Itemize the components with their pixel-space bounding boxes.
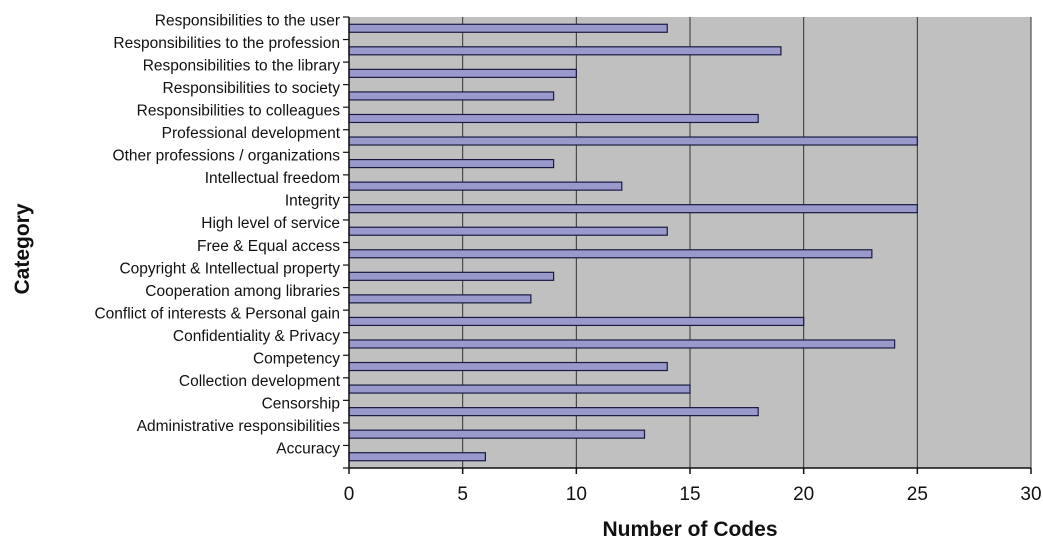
category-label: Competency xyxy=(253,351,340,368)
category-label: Conflict of interests & Personal gain xyxy=(94,305,340,322)
bar xyxy=(348,91,555,101)
category-labels: Responsibilities to the user Responsibili… xyxy=(94,12,340,457)
category-label: Other professions / organizations xyxy=(113,148,341,165)
bar xyxy=(348,249,873,259)
category-label: Administrative responsibilities xyxy=(137,418,341,435)
x-tick-label: 30 xyxy=(1020,484,1041,505)
bar xyxy=(348,384,691,394)
category-label: Responsibilities to the library xyxy=(143,57,341,74)
category-label: Free & Equal access xyxy=(197,238,340,255)
category-label: Responsibilities to colleagues xyxy=(137,102,341,119)
bar xyxy=(348,113,759,124)
x-tick-label: 15 xyxy=(679,484,700,505)
category-label: Responsibilities to the user xyxy=(155,12,340,29)
y-ticks xyxy=(343,16,349,469)
category-label: Cooperation among libraries xyxy=(145,283,340,300)
bar xyxy=(348,158,555,169)
bar xyxy=(348,23,668,33)
category-label: Accuracy xyxy=(276,441,340,458)
x-tick-label: 0 xyxy=(344,484,355,505)
bar xyxy=(348,136,918,146)
bar xyxy=(348,204,918,214)
bar xyxy=(348,226,668,236)
category-label: Collection development xyxy=(179,373,341,390)
x-tick-labels: 0 5 10 15 20 25 30 xyxy=(344,484,1042,505)
x-tick-label: 25 xyxy=(907,484,928,505)
bar xyxy=(348,46,782,56)
x-tick-label: 5 xyxy=(457,484,468,505)
bar xyxy=(348,271,555,281)
category-label: Confidentiality & Privacy xyxy=(173,328,340,345)
bar xyxy=(348,429,646,439)
bar xyxy=(348,181,623,191)
category-label: Copyright & Intellectual property xyxy=(119,260,340,277)
bar xyxy=(348,68,577,78)
bar xyxy=(348,294,532,304)
category-label: High level of service xyxy=(201,215,340,232)
x-ticks xyxy=(348,468,1032,474)
bar xyxy=(348,339,896,349)
x-tick-label: 20 xyxy=(793,484,814,505)
bar xyxy=(348,452,486,462)
x-axis-title: Number of Codes xyxy=(602,518,777,541)
x-tick-label: 10 xyxy=(566,484,587,505)
category-label: Integrity xyxy=(285,193,340,210)
category-label: Responsibilities to society xyxy=(163,80,341,97)
category-label: Responsibilities to the profession xyxy=(113,35,340,52)
category-label: Censorship xyxy=(262,396,340,413)
y-axis-title: Category xyxy=(11,203,34,294)
category-label: Intellectual freedom xyxy=(205,170,340,187)
category-label: Professional development xyxy=(162,125,341,142)
bar xyxy=(348,407,759,417)
bar xyxy=(348,316,805,327)
bar xyxy=(348,361,668,372)
